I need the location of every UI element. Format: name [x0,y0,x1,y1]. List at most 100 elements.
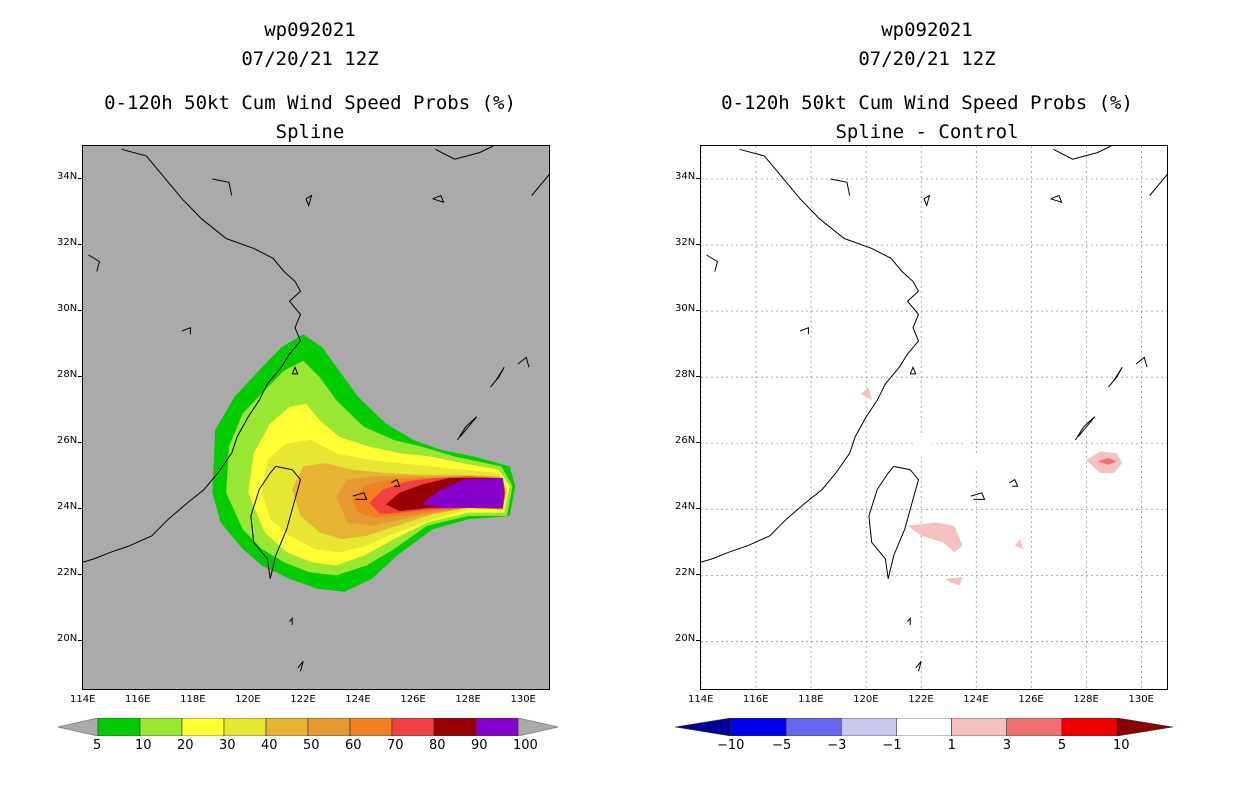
prob-contour-90-9 [421,478,505,508]
y-tick-label: 28N [675,369,696,381]
coastline-16 [212,178,233,196]
coastline-9 [490,367,505,388]
y-tick-label: 24N [57,501,78,513]
colorbar-tick-label: 10 [135,738,152,753]
y-tick-label: 26N [675,435,696,447]
colorbar-box [475,718,519,736]
y-tick-mark [696,640,700,642]
coastline-13 [915,660,922,672]
colorbar-under-triangle [58,718,99,736]
coastline-1 [868,465,920,579]
colorbar-tick-label: 40 [261,738,278,753]
colorbar-under-triangle [675,718,732,736]
y-tick-label: 34N [57,171,78,183]
coastline-15 [88,254,101,272]
y-tick-label: 32N [57,237,78,249]
x-tick-label: 122E [908,694,934,705]
prob-contour-neg1-2 [962,426,971,447]
coastline-0 [83,148,302,563]
colorbar-tick-label: 5 [1057,738,1067,753]
left-storm-id: wp092021 [264,19,356,41]
colorbar-tick-label: 50 [303,738,320,753]
y-tick-mark [78,310,82,312]
coastline-12 [289,616,293,625]
y-tick-label: 24N [675,501,696,513]
x-tick-label: 128E [1073,694,1099,705]
left-chart-title: 0-120h 50kt Cum Wind Speed Probs (%) [104,92,516,114]
colorbar-box [181,718,225,736]
prob-contour-3-9 [1097,458,1117,465]
colorbar-tick-label: 70 [387,738,404,753]
coastline-15 [706,254,719,272]
left-chart-subtitle: Spline [275,121,345,143]
right-chart-title: 0-120h 50kt Cum Wind Speed Probs (%) [721,92,1133,114]
map-background [701,146,1167,689]
x-tick-label: 118E [180,694,206,705]
y-tick-mark [696,442,700,444]
y-tick-label: 32N [675,237,696,249]
coastline-4 [305,194,313,208]
left-colorbar [58,718,558,736]
colorbar-tick-label: −5 [772,738,792,753]
coastline-10 [1135,356,1148,368]
x-tick-label: 116E [125,694,151,705]
x-tick-label: 116E [743,694,769,705]
right-map-plot [701,146,1167,689]
prob-contour-1-5 [907,522,963,553]
y-tick-mark [78,244,82,246]
y-tick-label: 30N [675,303,696,315]
colorbar-box [223,718,267,736]
prob-contour-1-4 [860,387,872,401]
colorbar-box [896,718,952,736]
colorbar-tick-label: 1 [947,738,956,753]
prob-contour-neg1-3 [970,453,985,470]
coastline-9 [1108,367,1123,388]
colorbar-tick-label: 90 [471,738,488,753]
left-date: 07/20/21 12Z [241,48,379,70]
y-tick-mark [78,508,82,510]
coastline-2 [435,146,494,160]
coastline-14 [799,326,809,335]
y-tick-label: 26N [57,435,78,447]
colorbar-box [1061,718,1118,736]
x-tick-label: 114E [688,694,714,705]
colorbar-tick-label: 60 [345,738,362,753]
colorbar-box [97,718,141,736]
y-tick-mark [696,574,700,576]
x-tick-label: 122E [290,694,316,705]
y-tick-label: 28N [57,369,78,381]
colorbar-box [307,718,351,736]
prob-contour-neg1-0 [915,433,952,480]
coastline-7 [391,478,401,487]
x-tick-label: 130E [1128,694,1154,705]
coastline-0 [701,148,920,563]
x-tick-label: 126E [1018,694,1044,705]
right-map-panel [700,145,1168,690]
colorbar-over-triangle [1116,718,1173,736]
coastline-5 [909,365,917,375]
coastline-16 [830,178,851,196]
coastline-3 [531,174,549,196]
left-map-panel [82,145,550,690]
colorbar-tick-label: 5 [93,738,102,753]
y-tick-label: 34N [675,171,696,183]
y-tick-mark [696,508,700,510]
colorbar-tick-label: −1 [882,738,902,753]
x-tick-label: 130E [510,694,536,705]
x-tick-label: 124E [963,694,989,705]
colorbar-box [840,718,897,736]
coastline-5 [291,365,299,375]
coastline-12 [907,616,911,625]
colorbar-box [391,718,435,736]
coastline-6 [352,492,368,500]
colorbar-box [951,718,1008,736]
coastline-7 [1009,478,1019,487]
y-tick-mark [696,178,700,180]
colorbar-tick-label: −10 [717,738,745,753]
right-storm-id: wp092021 [881,19,973,41]
colorbar-tick-label: 80 [429,738,446,753]
coastline-6 [970,492,986,500]
x-tick-label: 114E [70,694,96,705]
colorbar-box [730,718,787,736]
coastline-8 [1074,416,1096,441]
